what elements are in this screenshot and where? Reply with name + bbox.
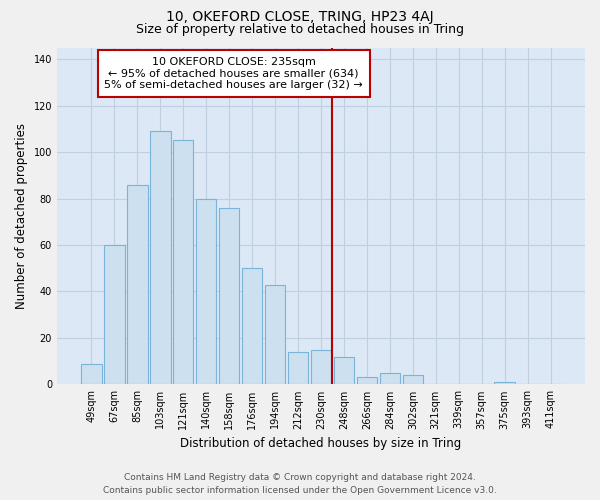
Bar: [196, 198, 217, 384]
Bar: [104, 245, 125, 384]
Bar: [150, 131, 170, 384]
Bar: [403, 375, 423, 384]
Bar: [380, 373, 400, 384]
Y-axis label: Number of detached properties: Number of detached properties: [15, 123, 28, 309]
Bar: [265, 284, 286, 384]
Text: 10 OKEFORD CLOSE: 235sqm
← 95% of detached houses are smaller (634)
5% of semi-d: 10 OKEFORD CLOSE: 235sqm ← 95% of detach…: [104, 57, 363, 90]
Text: Size of property relative to detached houses in Tring: Size of property relative to detached ho…: [136, 22, 464, 36]
Text: 10, OKEFORD CLOSE, TRING, HP23 4AJ: 10, OKEFORD CLOSE, TRING, HP23 4AJ: [166, 10, 434, 24]
Text: Contains HM Land Registry data © Crown copyright and database right 2024.
Contai: Contains HM Land Registry data © Crown c…: [103, 473, 497, 495]
Bar: [334, 356, 354, 384]
Bar: [127, 184, 148, 384]
Bar: [81, 364, 101, 384]
Bar: [173, 140, 193, 384]
X-axis label: Distribution of detached houses by size in Tring: Distribution of detached houses by size …: [181, 437, 461, 450]
Bar: [311, 350, 331, 384]
Bar: [287, 352, 308, 384]
Bar: [242, 268, 262, 384]
Bar: [494, 382, 515, 384]
Bar: [356, 378, 377, 384]
Bar: [219, 208, 239, 384]
